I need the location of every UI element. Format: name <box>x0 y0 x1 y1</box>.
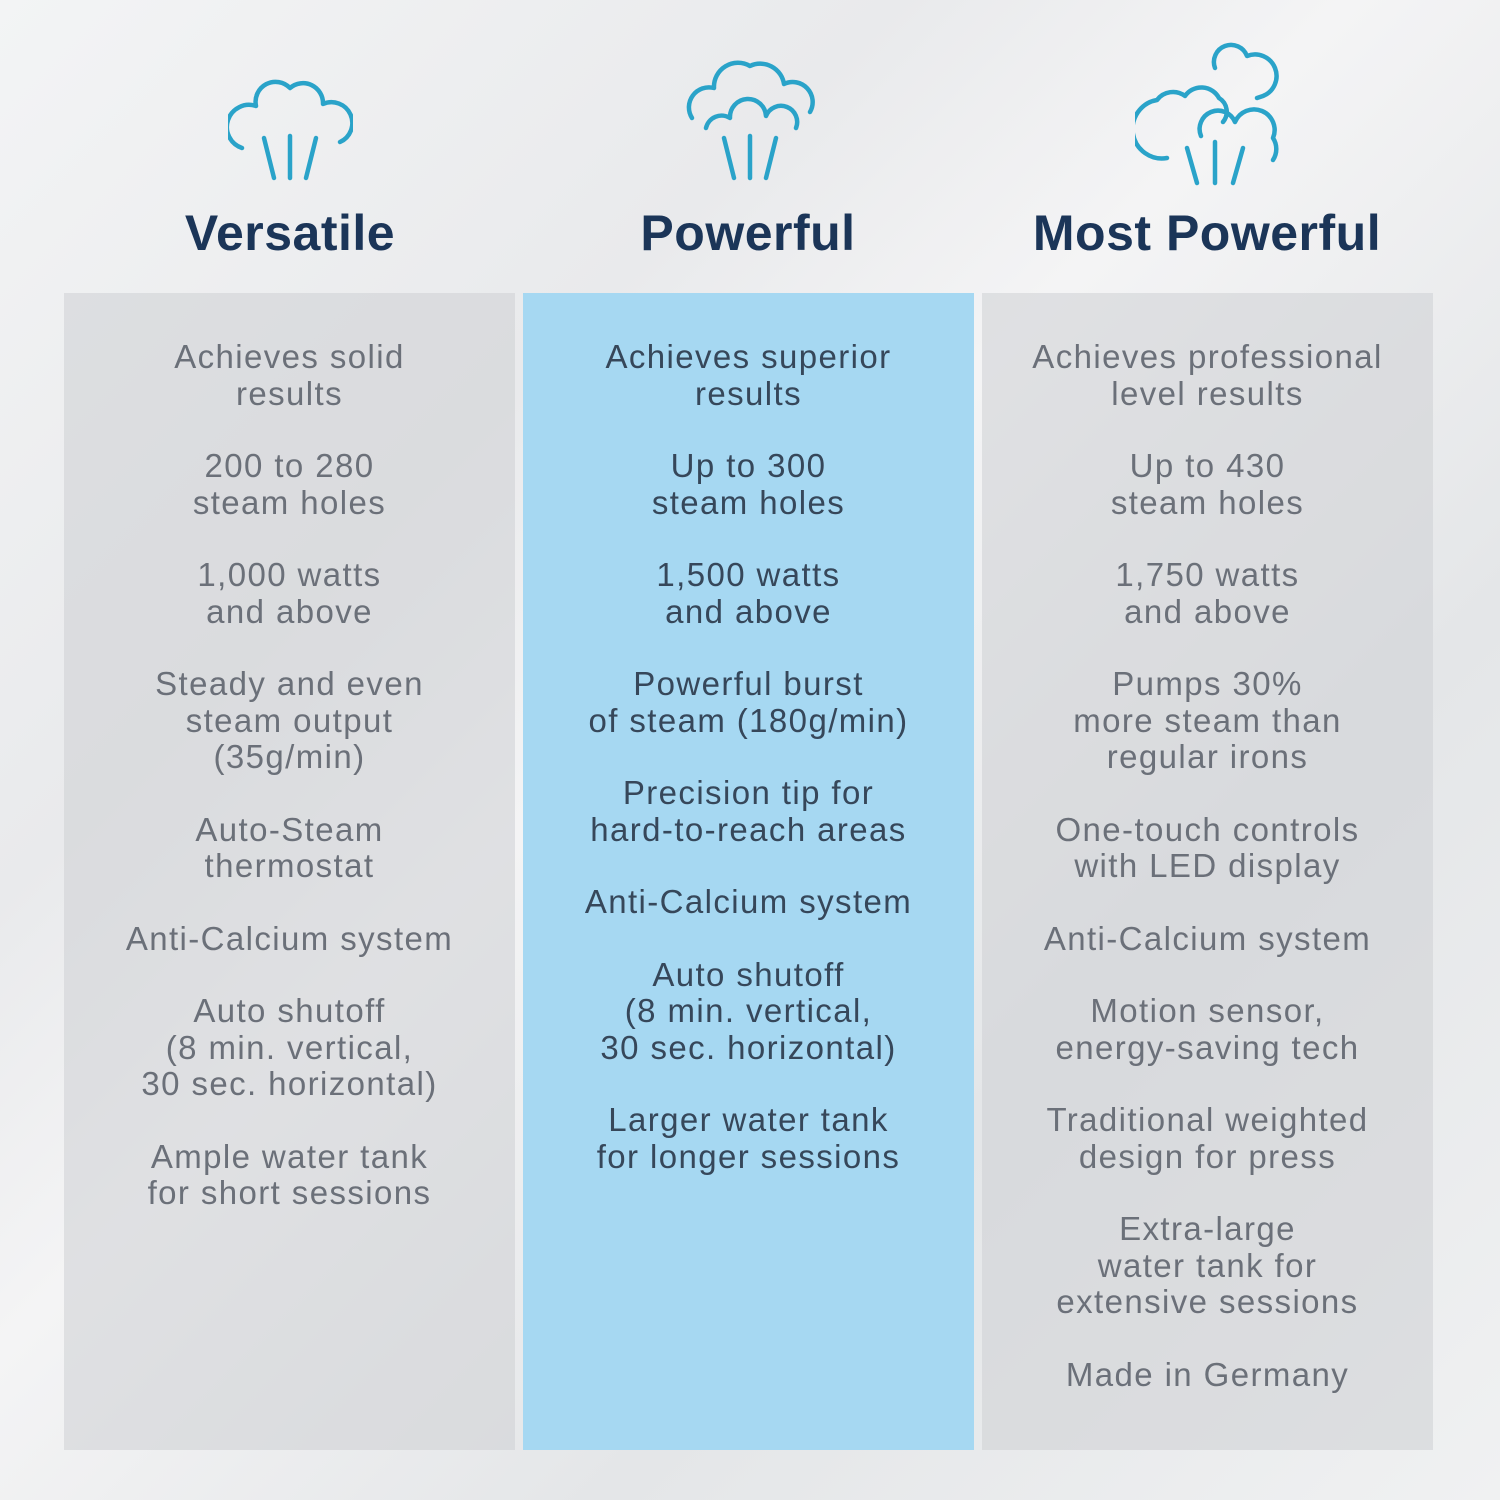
column-title-powerful: Powerful <box>640 205 856 261</box>
column-title-versatile: Versatile <box>184 205 396 261</box>
feature-item: Anti-Calcium system <box>584 883 913 920</box>
feature-item: Powerful burst of steam (180g/min) <box>588 665 909 739</box>
feature-item: Steady and even steam output (35g/min) <box>155 665 424 775</box>
feature-item: Achieves professional level results <box>1032 338 1383 412</box>
feature-item: 1,000 watts and above <box>197 556 382 630</box>
feature-item: Auto-Steam thermostat <box>195 810 384 884</box>
column-title-most-powerful: Most Powerful <box>1032 205 1382 261</box>
column-most-powerful: Achieves professional level results Up t… <box>982 293 1433 1450</box>
feature-item: Traditional weighted design for press <box>1046 1101 1369 1175</box>
feature-item: Made in Germany <box>1065 1355 1350 1393</box>
feature-item: Anti-Calcium system <box>1043 919 1372 957</box>
feature-item: Pumps 30% more steam than regular irons <box>1073 665 1342 775</box>
feature-item: Auto shutoff (8 min. vertical, 30 sec. h… <box>141 992 438 1102</box>
column-versatile: Achieves solid results 200 to 280 steam … <box>64 293 515 1450</box>
column-powerful: Achieves superior results Up to 300 stea… <box>523 293 974 1450</box>
feature-item: One-touch controls with LED display <box>1055 810 1360 884</box>
feature-item: Up to 300 steam holes <box>651 447 846 521</box>
feature-item: 1,500 watts and above <box>656 556 841 630</box>
steam-cloud-large-icon <box>684 38 819 193</box>
feature-item: Up to 430 steam holes <box>1110 447 1305 521</box>
feature-item: 200 to 280 steam holes <box>192 447 387 521</box>
feature-item: Anti-Calcium system <box>125 919 454 957</box>
feature-item: Ample water tank for short sessions <box>147 1137 432 1211</box>
feature-item: Auto shutoff (8 min. vertical, 30 sec. h… <box>600 955 897 1066</box>
feature-item: 1,750 watts and above <box>1115 556 1300 630</box>
feature-item: Motion sensor, energy-saving tech <box>1055 992 1360 1066</box>
steam-cloud-icon <box>224 38 355 193</box>
feature-item: Achieves superior results <box>605 338 892 412</box>
feature-item: Larger water tank for longer sessions <box>596 1101 901 1175</box>
feature-item: Precision tip for hard-to-reach areas <box>590 774 907 848</box>
steam-clouds-multiple-icon <box>1130 38 1285 193</box>
feature-item: Extra-large water tank for extensive ses… <box>1056 1210 1359 1320</box>
feature-item: Achieves solid results <box>174 338 405 412</box>
